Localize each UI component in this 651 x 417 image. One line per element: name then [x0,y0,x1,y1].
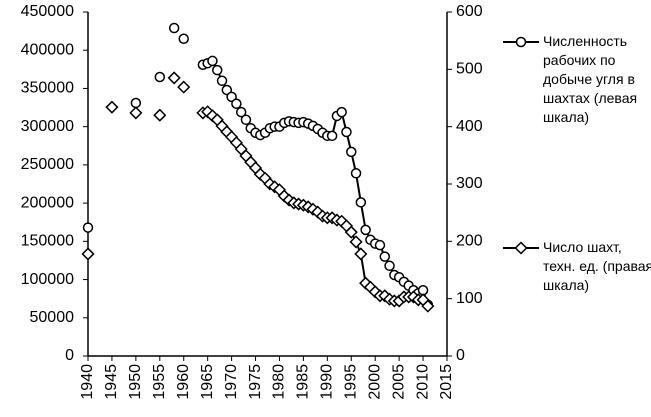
y2-tick-label: 500 [456,61,483,78]
y-tick-label: 400000 [21,41,74,58]
data-point [81,247,95,261]
y-tick-label: 100000 [21,271,74,288]
data-point [221,84,233,96]
legend-label: Число шахт, техн. ед. (правая шкала) [543,239,651,293]
y-tick-label: 350000 [21,80,74,97]
x-tick-label: 2015 [438,364,455,400]
data-point [129,106,143,120]
data-point [421,299,435,313]
data-point [350,168,362,179]
data-point [235,106,247,118]
x-tick-label: 1980 [271,364,288,400]
legend-marker [515,36,527,48]
data-point [360,224,371,236]
x-tick-label: 1940 [79,364,96,400]
data-point [154,71,166,83]
y2-tick-label: 400 [456,118,483,135]
data-point [336,106,347,118]
x-tick-label: 1965 [199,364,216,400]
data-point [178,33,189,45]
data-point [105,100,119,114]
data-point [177,80,191,94]
y2-tick-label: 100 [456,290,483,307]
legend-label: Численность рабочих по добыче угля в шах… [543,33,638,125]
data-point [226,91,237,103]
x-tick-label: 1960 [175,364,192,400]
data-point [216,75,228,87]
data-point [344,225,358,239]
y2-tick-label: 200 [456,233,483,250]
data-point [153,108,167,122]
x-tick-label: 1985 [295,364,312,400]
y2-tick-label: 300 [456,175,483,192]
data-point [167,71,181,85]
data-point [168,22,180,34]
x-tick-label: 1945 [103,364,120,400]
y-tick-label: 300000 [21,118,74,135]
y2-tick-label: 0 [456,347,465,364]
x-tick-label: 2010 [414,364,431,400]
x-tick-label: 1955 [151,364,168,400]
data-point [240,114,252,126]
data-point [231,98,242,109]
y-tick-label: 0 [65,347,74,364]
y-tick-label: 250000 [21,156,74,173]
data-point [354,247,368,261]
x-tick-label: 1950 [127,364,144,400]
data-point [349,235,363,249]
data-point [379,251,391,262]
y-tick-label: 200000 [21,194,74,211]
data-point [346,146,357,158]
x-tick-label: 1995 [342,364,359,400]
data-point [374,239,386,251]
data-point [355,197,367,208]
x-tick-label: 1970 [223,364,240,400]
data-point [384,260,395,272]
x-tick-label: 1990 [319,364,336,400]
y-tick-label: 50000 [30,309,75,326]
y-tick-label: 150000 [21,233,74,250]
data-point [130,97,142,109]
y2-tick-label: 600 [456,3,483,20]
legend-marker [514,241,528,255]
x-tick-label: 2000 [366,364,383,400]
data-point [207,55,218,67]
y-tick-label: 450000 [21,3,74,20]
data-point [211,64,223,76]
x-tick-label: 2005 [390,364,407,400]
data-point [326,130,338,142]
data-point [341,126,352,138]
data-point [82,222,94,233]
x-tick-label: 1975 [247,364,264,400]
